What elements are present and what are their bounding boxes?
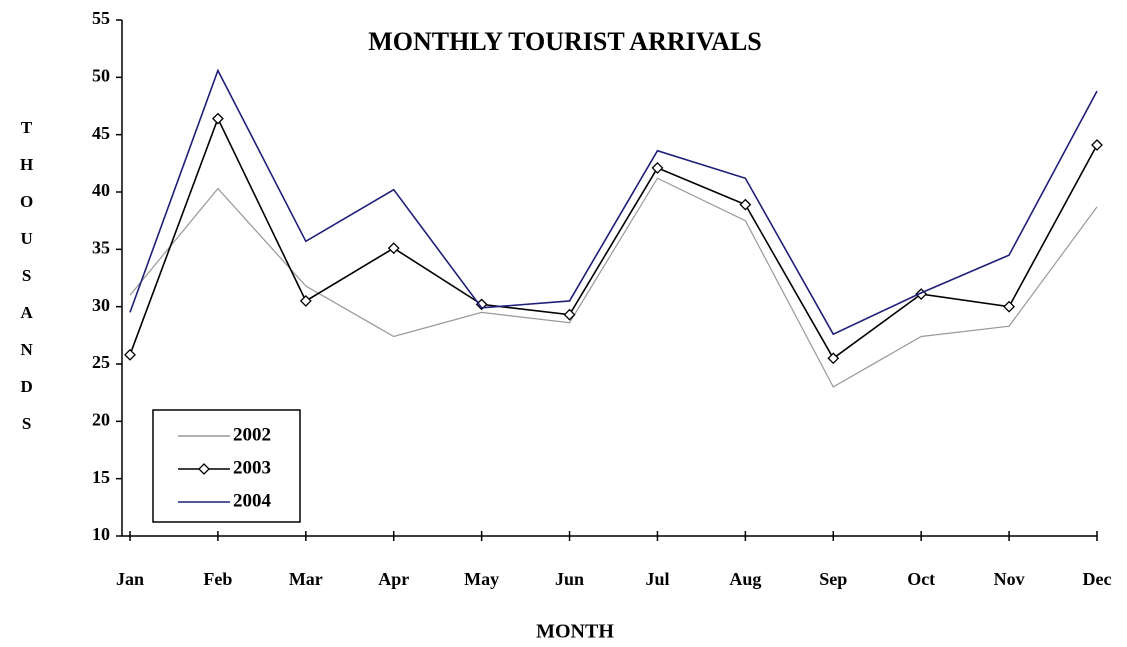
data-point <box>387 242 400 255</box>
data-point <box>1003 300 1016 313</box>
series-line <box>129 68 1098 336</box>
x-tick-label: Sep <box>819 569 847 589</box>
y-tick-label: 40 <box>92 180 110 200</box>
x-tick-label: Feb <box>203 569 232 589</box>
data-point <box>739 198 752 211</box>
data-point <box>651 162 664 174</box>
y-tick-label: 50 <box>92 65 110 85</box>
data-point <box>211 112 224 125</box>
x-tick-label: Mar <box>289 569 323 589</box>
x-tick-label: Apr <box>378 569 409 589</box>
data-point <box>563 308 576 321</box>
data-point <box>1091 139 1103 151</box>
series-line <box>129 116 1098 360</box>
data-point <box>124 348 136 361</box>
x-tick-label: Jun <box>555 569 584 589</box>
x-axis-label: MONTH <box>536 621 614 643</box>
legend-label: 2004 <box>233 490 272 511</box>
data-point <box>915 288 928 300</box>
x-tick-label: Aug <box>729 569 761 589</box>
data-point <box>827 352 840 365</box>
x-tick-label: Dec <box>1083 569 1112 589</box>
legend-marker <box>198 463 210 475</box>
legend-label: 2002 <box>233 424 271 445</box>
x-tick-label: Nov <box>994 569 1025 589</box>
y-tick-label: 35 <box>92 237 110 257</box>
y-axis-label: THOUSANDS <box>17 118 36 451</box>
y-tick-label: 55 <box>92 8 110 28</box>
data-point <box>299 295 312 307</box>
legend-box <box>152 409 301 523</box>
x-tick-label: Oct <box>907 569 935 589</box>
x-tick-label: Jul <box>645 569 669 589</box>
y-tick-label: 20 <box>92 409 110 429</box>
x-tick-label: May <box>464 569 499 589</box>
x-tick-label: Jan <box>116 569 144 589</box>
series-line <box>129 177 1098 388</box>
chart-title: MONTHLY TOURIST ARRIVALS <box>368 27 762 56</box>
y-tick-label: 10 <box>92 524 110 544</box>
legend-label: 2003 <box>233 457 271 478</box>
y-tick-label: 15 <box>92 467 110 487</box>
y-tick-label: 45 <box>92 123 110 143</box>
y-tick-label: 30 <box>92 295 110 315</box>
y-tick-label: 25 <box>92 352 110 372</box>
